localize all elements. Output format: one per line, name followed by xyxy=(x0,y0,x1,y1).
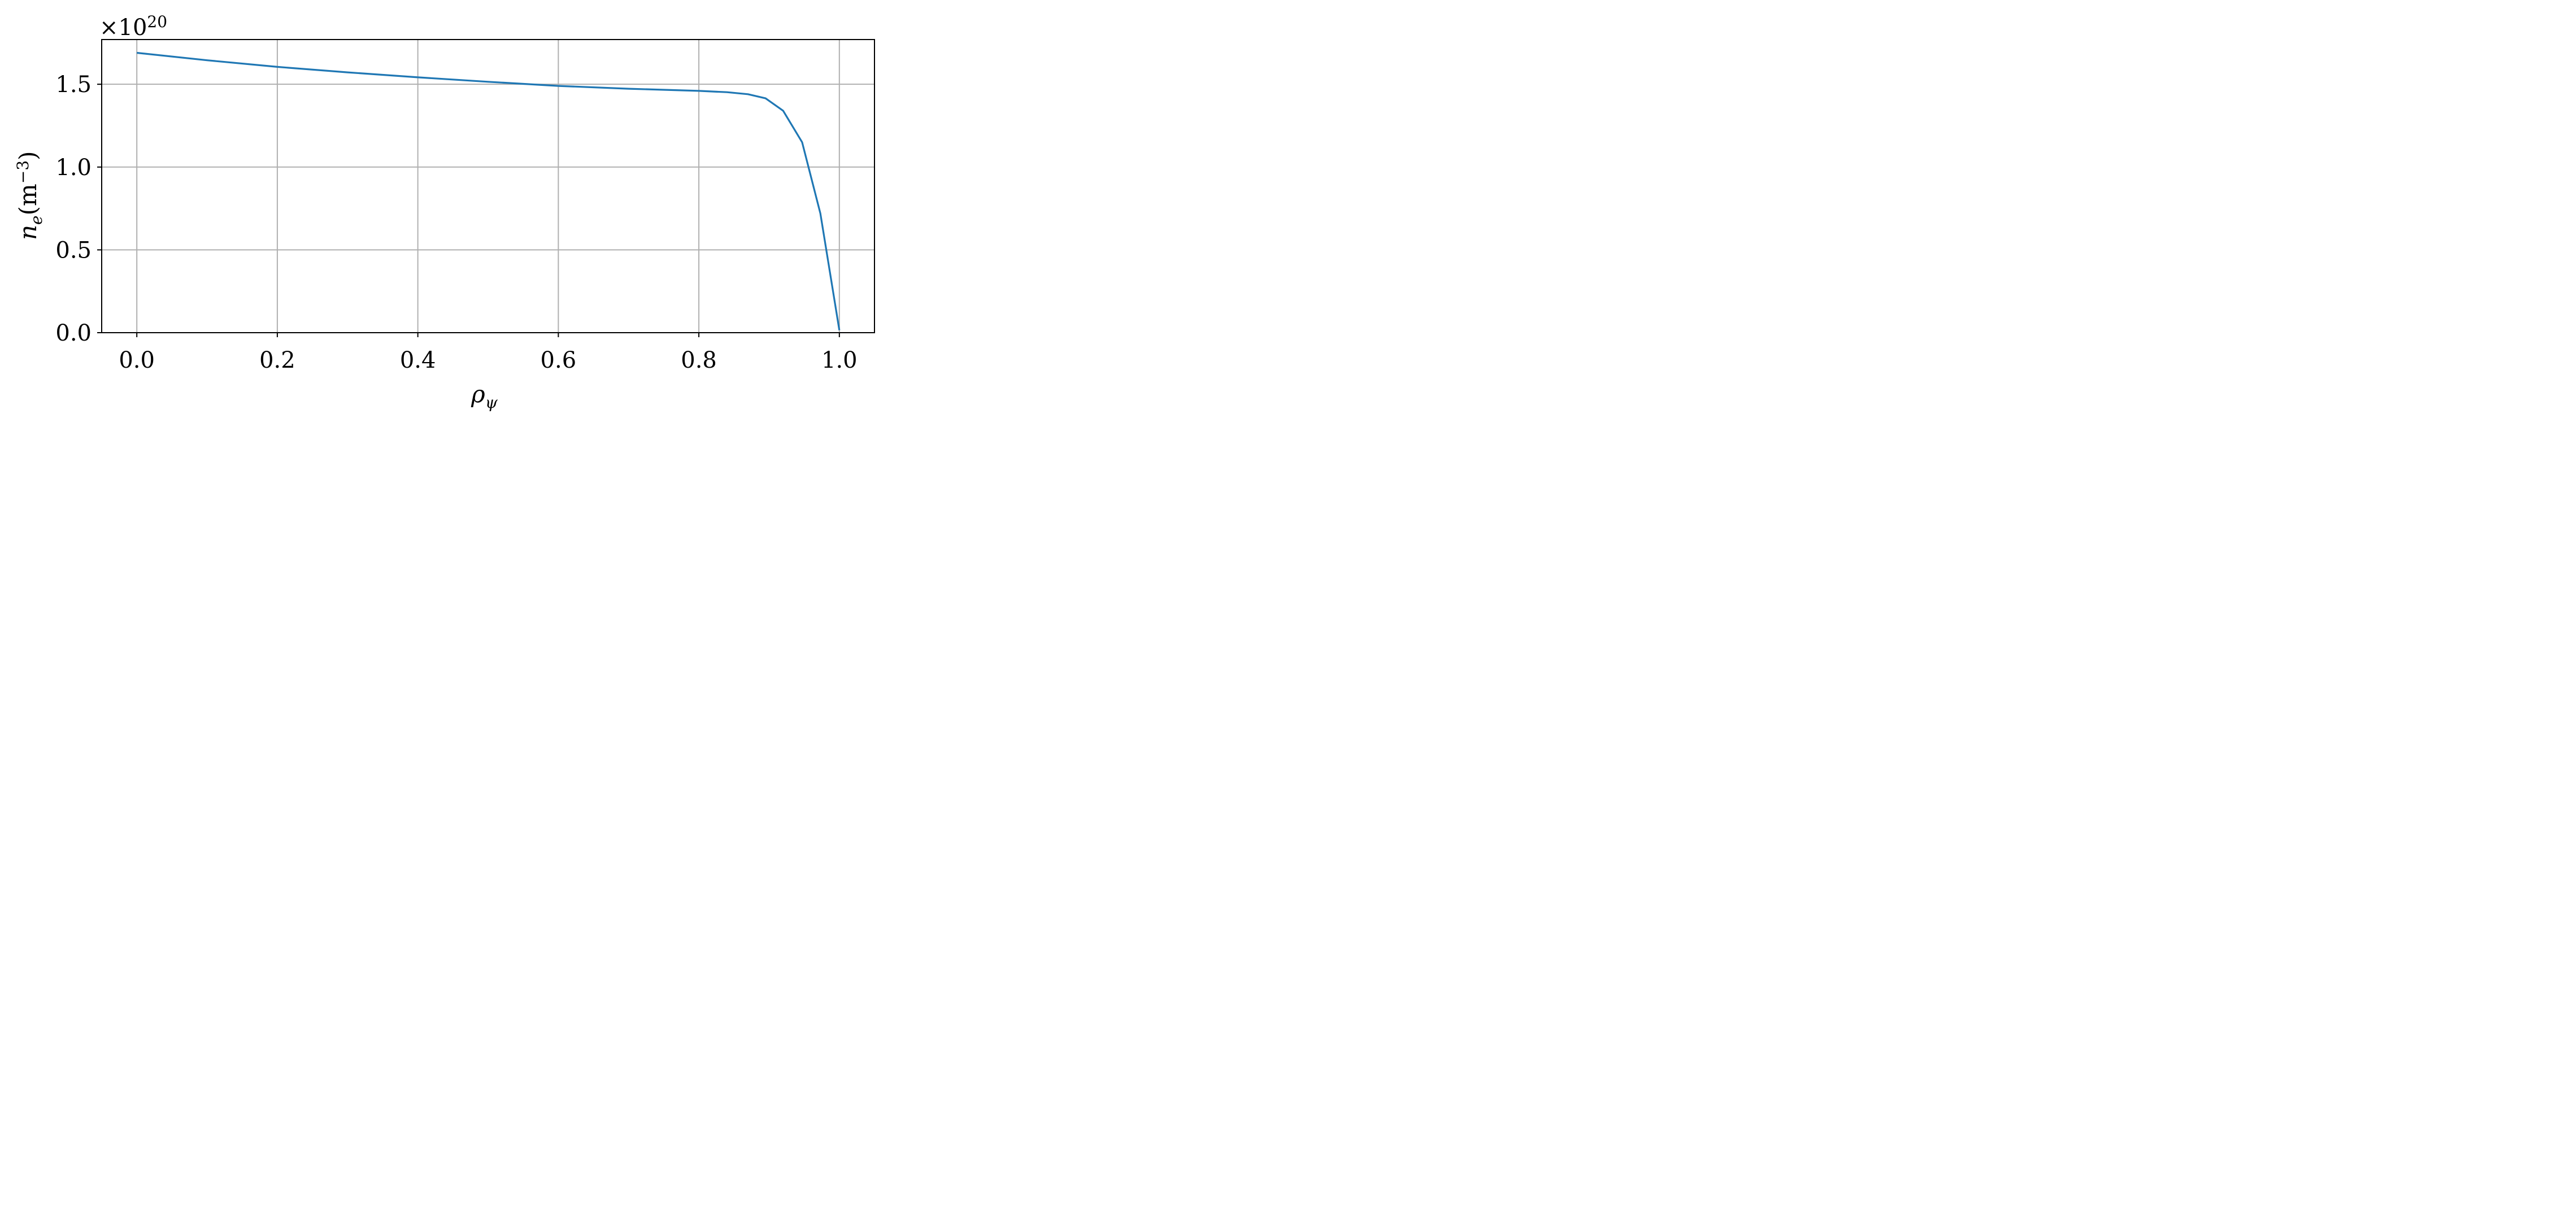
y-tick-label: 0.5 xyxy=(55,237,92,263)
series-line xyxy=(137,51,841,330)
x-tick-label: 0.6 xyxy=(541,347,577,373)
x-tick-label: 0.8 xyxy=(681,347,717,373)
x-axis-label: ρψ xyxy=(471,380,498,412)
y-offset-label: ×1020 xyxy=(99,12,167,41)
plot-frame xyxy=(101,39,875,333)
y-tick-label: 1.5 xyxy=(55,72,92,98)
grid-lines xyxy=(102,40,874,333)
tick-marks xyxy=(97,84,840,337)
series-group xyxy=(137,51,841,330)
line-chart: 0.0 0.2 0.4 0.6 0.8 1.0 0.0 0.5 1.0 1.5 ×1020 ρψ… xyxy=(14,12,875,412)
y-tick-label: 1.0 xyxy=(55,155,92,181)
y-tick-label: 0.0 xyxy=(55,320,92,346)
y-axis-label: ne(m−3) xyxy=(14,151,46,240)
x-tick-label: 0.0 xyxy=(119,347,155,373)
x-tick-label: 0.4 xyxy=(400,347,436,373)
x-tick-labels: 0.0 0.2 0.4 0.6 0.8 1.0 xyxy=(119,347,857,373)
y-tick-labels: 0.0 0.5 1.0 1.5 xyxy=(55,72,92,346)
x-tick-label: 0.2 xyxy=(259,347,295,373)
x-tick-label: 1.0 xyxy=(821,347,858,373)
